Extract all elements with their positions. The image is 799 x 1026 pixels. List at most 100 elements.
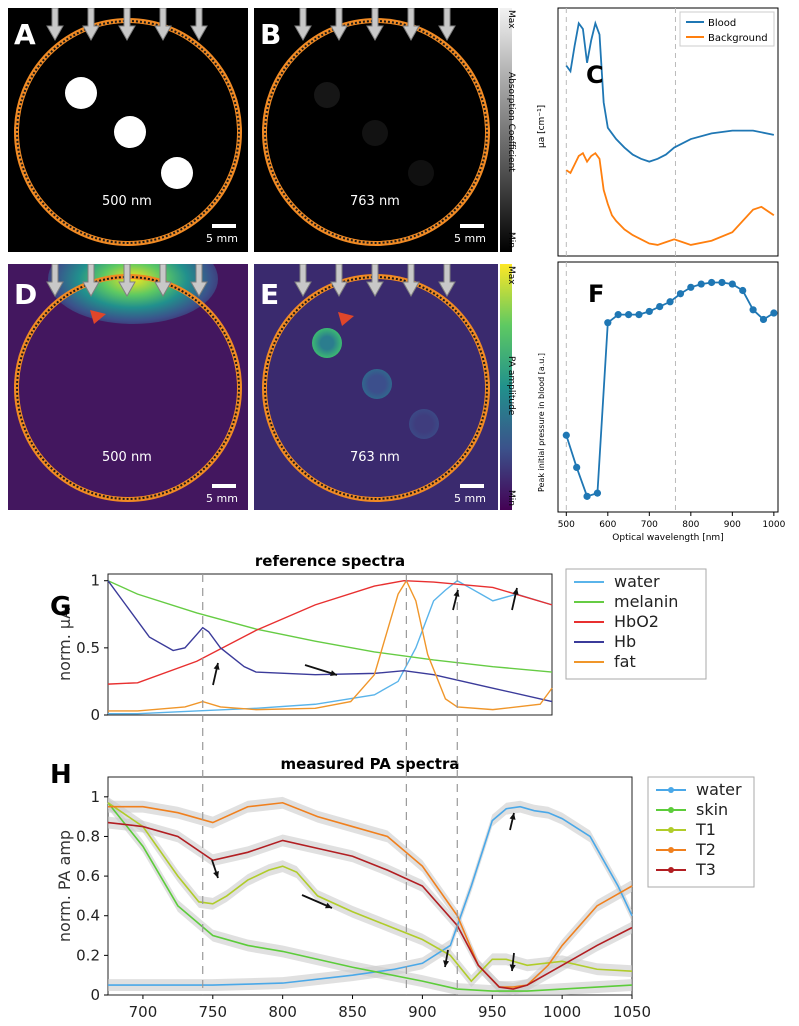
series-line-t3 <box>107 821 633 990</box>
data-point <box>604 319 612 327</box>
x-tick-label: 750 <box>198 1003 227 1021</box>
data-point <box>676 290 685 298</box>
scale-bar <box>212 224 236 228</box>
x-tick-label: 800 <box>268 1003 297 1021</box>
scale-bar <box>460 484 484 488</box>
absorption-colorbar <box>500 8 512 252</box>
series-line-background <box>565 151 775 246</box>
scale-label: 5 mm <box>206 232 238 245</box>
series-line-hb <box>107 580 553 703</box>
y-axis-label: μa [cm⁻¹] <box>537 105 547 148</box>
scale-bar <box>460 224 484 228</box>
x-tick-label: 1050 <box>613 1003 651 1021</box>
error-band <box>108 796 632 994</box>
wavelength-label: 763 nm <box>350 194 400 209</box>
y-axis-label: norm. μA <box>55 608 74 681</box>
pa-colorbar <box>500 264 512 510</box>
legend-label: T1 <box>695 820 716 839</box>
legend-label: water <box>696 780 742 799</box>
data-point <box>718 278 726 287</box>
wavelength-label: 763 nm <box>350 450 400 465</box>
y-tick-label: 0.8 <box>76 827 100 845</box>
illumination-arrows <box>294 264 456 298</box>
blood-vessel <box>362 369 392 399</box>
panel-label: G <box>50 592 71 622</box>
data-point <box>687 283 695 291</box>
legend-label: Hb <box>614 632 636 651</box>
error-band <box>108 796 632 995</box>
series-line-blood <box>565 20 775 163</box>
panel-e: E 763 nm 5 mm <box>254 264 498 510</box>
data-point <box>624 311 633 319</box>
illumination-arrows <box>46 8 208 42</box>
y-axis-label: Peak initial pressure in blood [a.u.] <box>537 353 546 492</box>
chart-title: reference spectra <box>255 555 405 570</box>
legend-marker <box>668 847 674 853</box>
blood-vessel <box>408 160 434 186</box>
data-point <box>728 280 736 288</box>
series-line-hbo2 <box>107 580 553 685</box>
legend-marker <box>668 867 674 873</box>
legend-box <box>647 776 755 888</box>
data-point <box>739 286 747 295</box>
data-point <box>749 306 757 314</box>
legend-label: Blood <box>708 18 736 29</box>
colorbar-title: PA amplitude <box>506 356 516 416</box>
series-line-skin <box>107 802 633 992</box>
panel-a: A 500 nm 5 mm <box>8 8 248 252</box>
arrow-head-icon <box>325 902 332 909</box>
y-tick-label: 0.4 <box>76 907 100 925</box>
y-tick-label: 0 <box>90 706 100 724</box>
error-band <box>108 796 632 988</box>
y-axis-label: norm. PA amp <box>55 830 74 942</box>
scale-bar <box>212 484 236 488</box>
scale-label: 5 mm <box>454 232 486 245</box>
legend-marker <box>668 827 674 833</box>
blood-vessel <box>362 120 388 146</box>
red-arrowhead-icon <box>338 312 354 326</box>
series-line-blood <box>565 281 775 498</box>
data-point <box>666 298 674 306</box>
arrow-head-icon <box>330 670 337 677</box>
x-tick-label: 1000 <box>543 1003 581 1021</box>
plot-frame <box>557 7 779 257</box>
panel-label: E <box>260 278 280 311</box>
panel-label: F <box>588 280 604 308</box>
y-tick-label: 0.5 <box>76 639 100 657</box>
red-arrowhead-icon <box>90 310 106 324</box>
x-axis-label: Optical wavelength [nm] <box>612 533 723 543</box>
legend-box <box>565 568 707 680</box>
panel-b: B 763 nm 5 mm <box>254 8 498 252</box>
series-line-t1 <box>107 802 633 983</box>
series-line-t2 <box>108 801 633 988</box>
y-tick-label: 0 <box>90 986 100 1004</box>
x-tick-label: 600 <box>599 520 616 530</box>
x-tick-label: 700 <box>129 1003 158 1021</box>
data-point <box>645 307 653 316</box>
legend: Blood Background <box>679 11 775 47</box>
y-tick-label: 1 <box>90 572 100 590</box>
legend-label: skin <box>696 800 728 819</box>
data-point <box>573 463 581 472</box>
arrow-head-icon <box>512 588 519 595</box>
scale-label: 5 mm <box>454 492 486 505</box>
illumination-arrows <box>46 264 208 298</box>
legend-marker <box>668 787 674 793</box>
data-point <box>707 278 716 287</box>
panel-label: H <box>50 760 72 790</box>
data-point <box>656 302 664 311</box>
arrow-head-icon <box>509 813 516 820</box>
legend-label: water <box>614 572 660 591</box>
legend-label: Background <box>708 33 768 44</box>
legend-marker <box>668 807 674 813</box>
plot-frame <box>557 261 779 513</box>
arrow-head-icon <box>213 871 219 878</box>
legend-label: fat <box>614 652 636 671</box>
legend-label: HbO2 <box>614 612 659 631</box>
x-tick-label: 500 <box>558 520 575 530</box>
x-tick-label: 700 <box>641 520 658 530</box>
x-tick-label: 950 <box>478 1003 507 1021</box>
x-tick-label: 800 <box>682 520 699 530</box>
chart-title: measured PA spectra <box>281 755 460 773</box>
